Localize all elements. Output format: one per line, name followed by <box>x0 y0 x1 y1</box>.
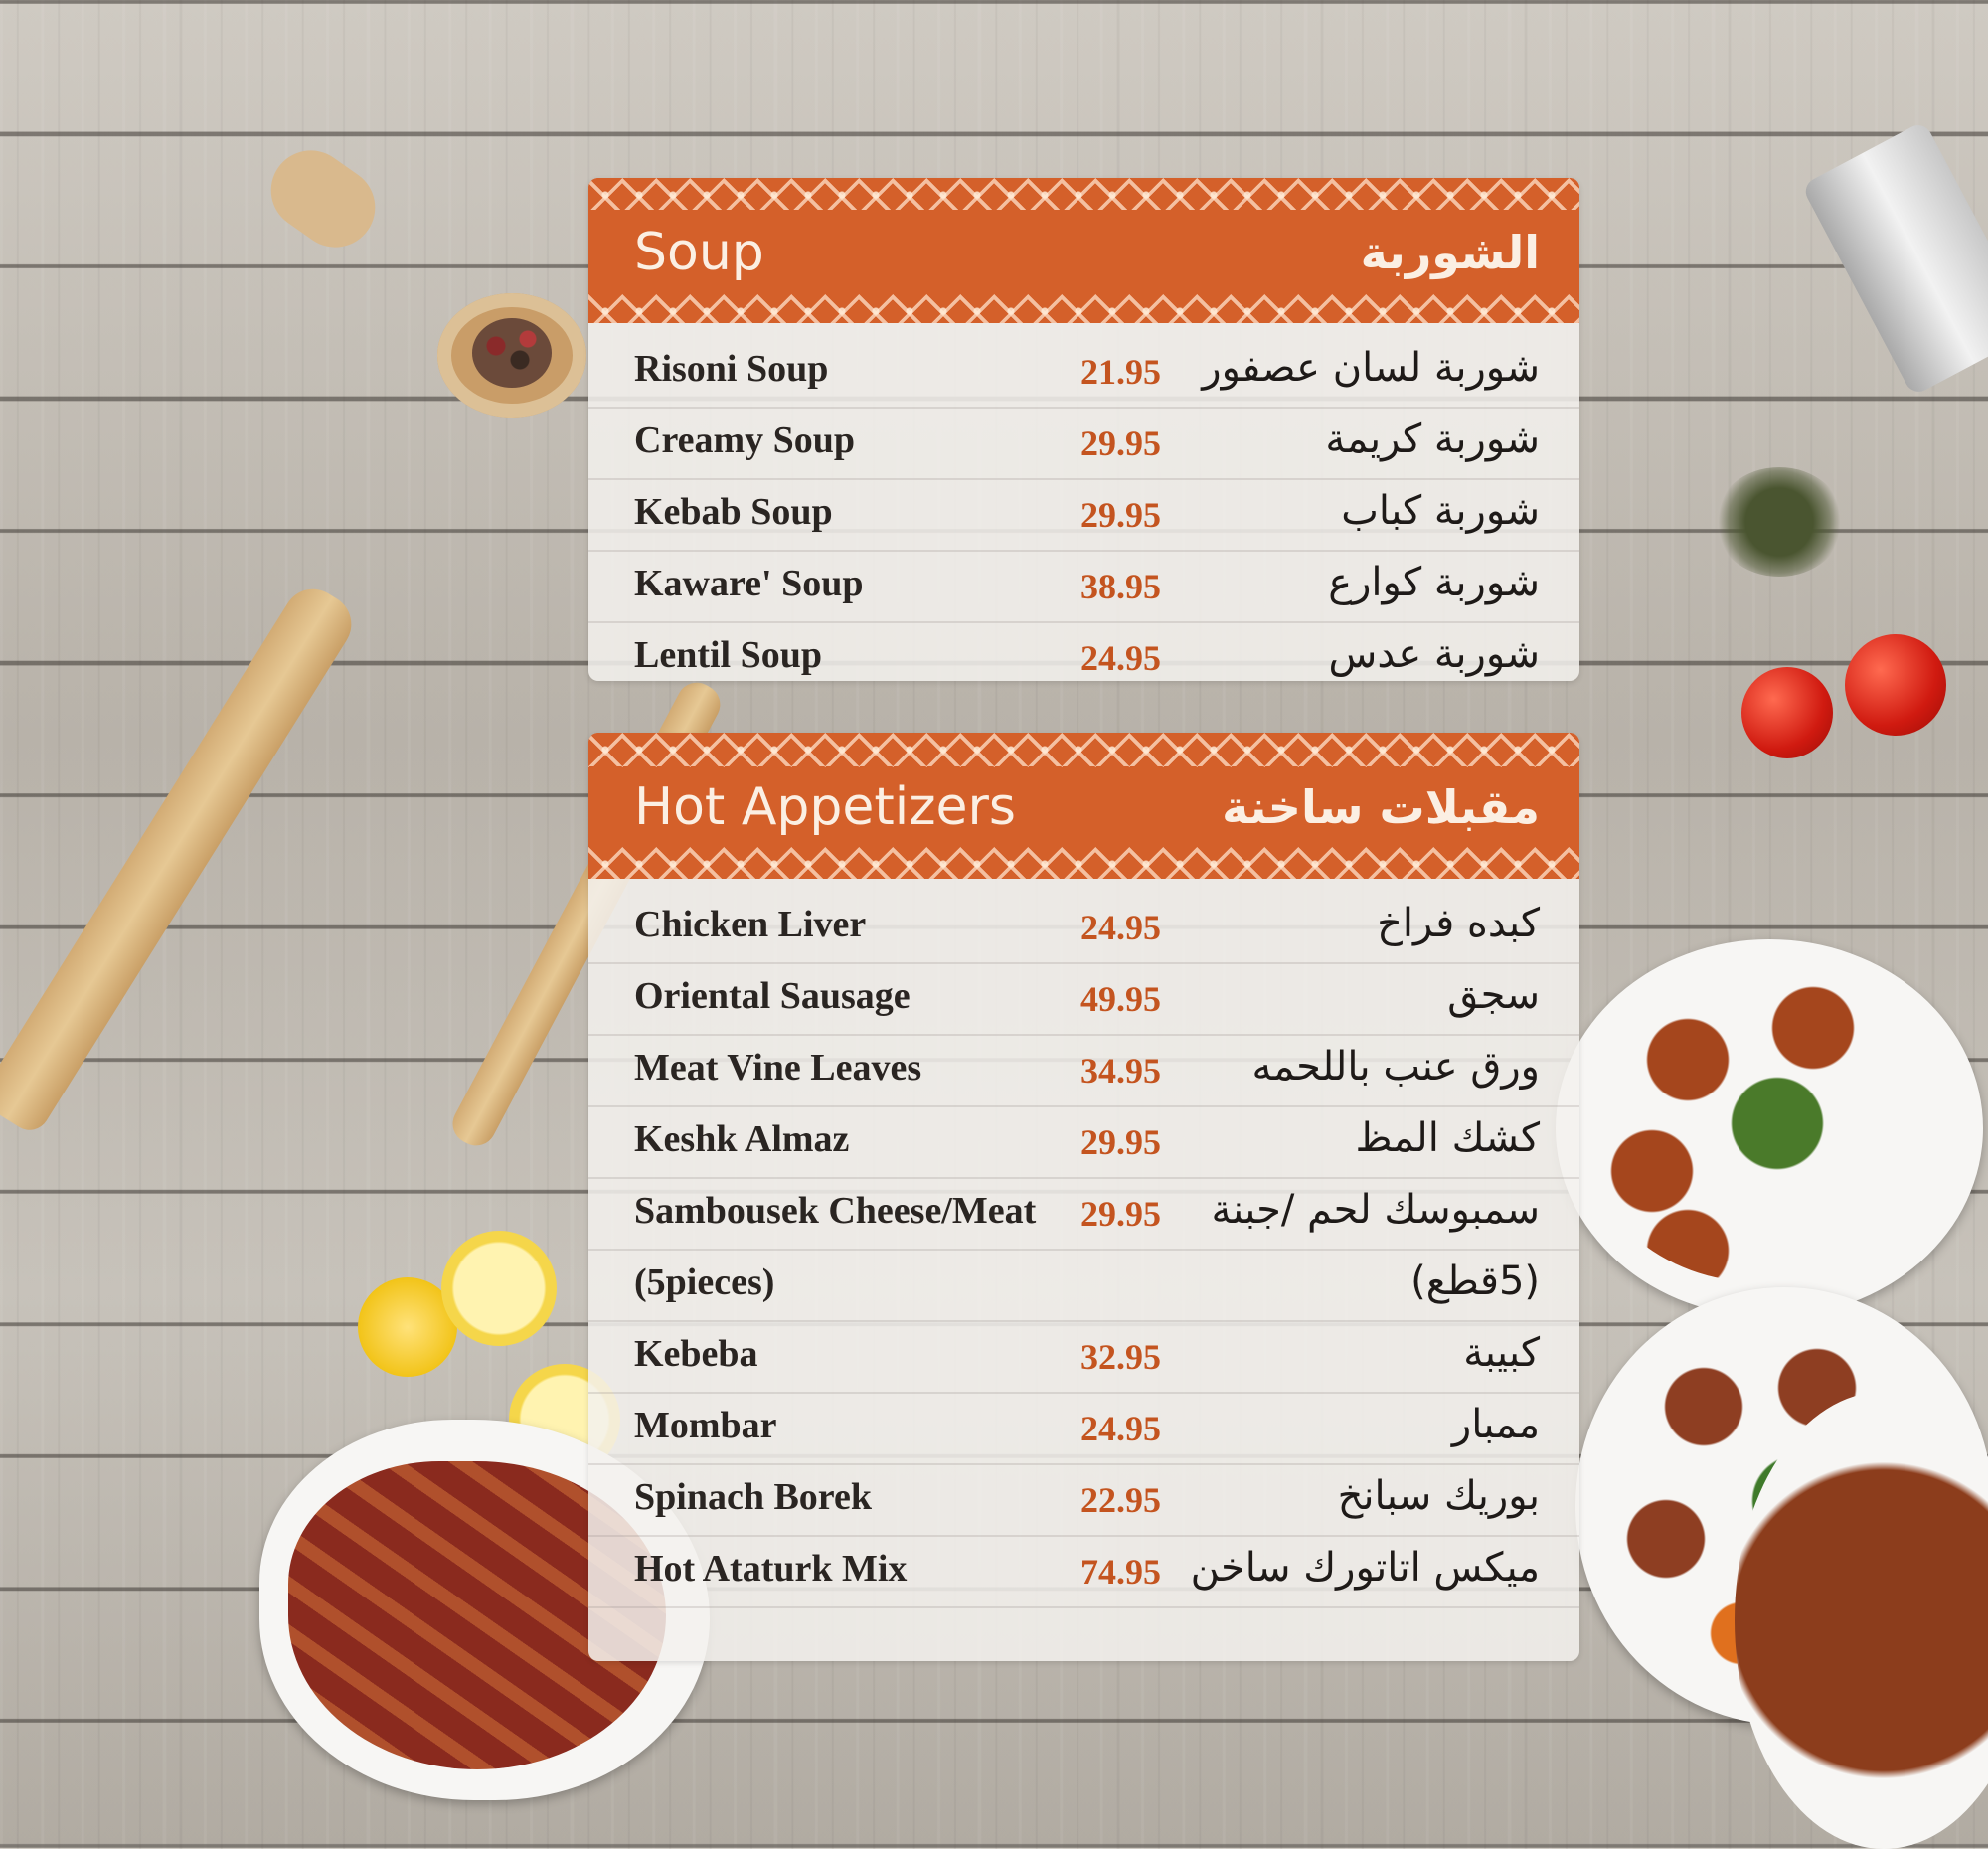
item-name-ar: شوربة عدس <box>1328 631 1540 677</box>
item-name-en: Oriental Sausage <box>634 975 911 1017</box>
item-price: 29.95 <box>1080 495 1161 535</box>
item-price: 49.95 <box>1080 979 1161 1019</box>
item-name-ar: كشك المظ <box>1355 1115 1540 1161</box>
item-name-ar: بوريك سبانخ <box>1337 1473 1540 1519</box>
item-name-en: Mombar <box>634 1405 777 1446</box>
item-name-en: Creamy Soup <box>634 420 856 461</box>
menu-item: Hot Ataturk Mix 74.95 ميكس اتاتورك ساخن <box>588 1537 1579 1608</box>
item-name-ar: ورق عنب باللحمه <box>1251 1044 1540 1090</box>
menu-item: Kebab Soup 29.95 شوربة كباب <box>588 480 1579 552</box>
pattern-border-bottom <box>588 294 1579 323</box>
item-name-ar: شوربة كباب <box>1341 488 1540 534</box>
menu-item: Lentil Soup 24.95 شوربة عدس <box>588 623 1579 681</box>
menu-item: Kebeba 32.95 كبيبة <box>588 1322 1579 1394</box>
salt-shaker-icon <box>1800 120 1988 397</box>
menu-items-list: Chicken Liver 24.95 كبده فراخ Oriental Saus… <box>588 879 1579 1608</box>
pattern-border-top <box>588 733 1579 767</box>
pattern-border-top <box>588 178 1579 210</box>
herbs <box>1715 467 1844 577</box>
item-name-en: Kebab Soup <box>634 491 833 533</box>
menu-item: Risoni Soup 21.95 شوربة لسان عصفور <box>588 337 1579 409</box>
menu-item: Oriental Sausage 49.95 سجق <box>588 964 1579 1036</box>
tomato-icon <box>1741 667 1833 758</box>
wooden-scoop-icon <box>255 134 391 263</box>
item-price: 34.95 <box>1080 1051 1161 1091</box>
menu-item: (5pieces) (5قطع) <box>588 1251 1579 1322</box>
item-price: 24.95 <box>1080 908 1161 947</box>
menu-item: Sambousek Cheese/Meat 29.95 سمبوسك لحم /جب… <box>588 1179 1579 1251</box>
stew-bowl <box>1735 1392 1988 1849</box>
menu-item: Kaware' Soup 38.95 شوربة كوارع <box>588 552 1579 623</box>
item-price: 24.95 <box>1080 638 1161 678</box>
item-name-ar: سجق <box>1447 972 1540 1018</box>
item-name-en: Kebeba <box>634 1333 758 1375</box>
menu-items-list: Risoni Soup 21.95 شوربة لسان عصفور Creamy S… <box>588 323 1579 681</box>
section-header: Hot Appetizers مقبلات ساخنة <box>588 733 1579 879</box>
lemon-slice-icon <box>441 1231 557 1346</box>
item-price: 29.95 <box>1080 423 1161 463</box>
wooden-spatula-icon <box>0 578 363 1138</box>
menu-item: Spinach Borek 22.95 بوريك سبانخ <box>588 1465 1579 1537</box>
peppercorns <box>472 318 552 388</box>
kibbeh <box>1580 964 1938 1282</box>
menu-section-soup: Soup الشوربة Risoni Soup 21.95 شوربة لسان … <box>588 178 1579 681</box>
section-title-en: Hot Appetizers <box>634 777 1017 837</box>
menu-section-hot-appetizers: Hot Appetizers مقبلات ساخنة Chicken Live… <box>588 733 1579 1661</box>
item-price: 38.95 <box>1080 567 1161 606</box>
tomato-icon <box>1845 634 1946 736</box>
item-name-en: Chicken Liver <box>634 904 867 945</box>
item-name-en: Meat Vine Leaves <box>634 1047 922 1089</box>
item-name-en: Lentil Soup <box>634 634 823 676</box>
item-price: 22.95 <box>1080 1480 1161 1520</box>
menu-item: Creamy Soup 29.95 شوربة كريمة <box>588 409 1579 480</box>
menu-item: Meat Vine Leaves 34.95 ورق عنب باللحمه <box>588 1036 1579 1107</box>
item-price: 21.95 <box>1080 352 1161 392</box>
menu-item: Mombar 24.95 ممبار <box>588 1394 1579 1465</box>
item-name-ar: شوربة كوارع <box>1328 560 1540 605</box>
item-name-ar: كبده فراخ <box>1377 901 1540 946</box>
section-title-en: Soup <box>634 222 764 282</box>
item-price: 74.95 <box>1080 1552 1161 1592</box>
menu-item: Chicken Liver 24.95 كبده فراخ <box>588 893 1579 964</box>
item-name-en: Spinach Borek <box>634 1476 872 1518</box>
item-name-ar: ميكس اتاتورك ساخن <box>1190 1545 1540 1591</box>
item-name-en: Keshk Almaz <box>634 1118 850 1160</box>
item-name-ar: كبيبة <box>1463 1330 1540 1376</box>
item-price: 29.95 <box>1080 1194 1161 1234</box>
menu-item: Keshk Almaz 29.95 كشك المظ <box>588 1107 1579 1179</box>
item-name-en: Hot Ataturk Mix <box>634 1548 908 1590</box>
item-price: 32.95 <box>1080 1337 1161 1377</box>
item-name-en: Kaware' Soup <box>634 563 864 604</box>
pattern-border-bottom <box>588 847 1579 879</box>
item-name-ar: (5قطع) <box>1410 1259 1540 1304</box>
section-title-ar: الشوربة <box>1360 225 1540 279</box>
section-header: Soup الشوربة <box>588 178 1579 323</box>
lemon-icon <box>358 1277 457 1377</box>
item-name-en: Risoni Soup <box>634 348 829 390</box>
item-name-ar: سمبوسك لحم /جبنة <box>1211 1187 1540 1233</box>
item-name-ar: ممبار <box>1451 1402 1540 1447</box>
item-name-en: (5pieces) <box>634 1261 775 1303</box>
item-price: 29.95 <box>1080 1122 1161 1162</box>
item-price: 24.95 <box>1080 1409 1161 1448</box>
item-name-en: Sambousek Cheese/Meat <box>634 1190 1037 1232</box>
section-title-ar: مقبلات ساخنة <box>1222 780 1540 834</box>
item-name-ar: شوربة لسان عصفور <box>1202 345 1540 391</box>
item-name-ar: شوربة كريمة <box>1325 417 1540 462</box>
